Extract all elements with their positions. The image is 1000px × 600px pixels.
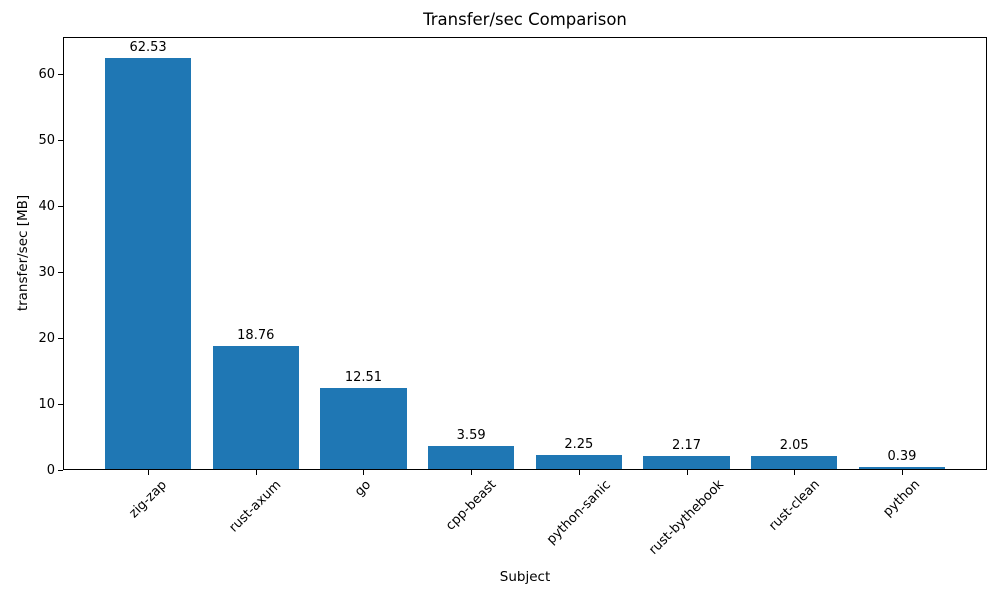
y-tick-mark xyxy=(58,338,63,340)
x-axis-label: Subject xyxy=(499,569,551,585)
chart-title: Transfer/sec Comparison xyxy=(423,10,627,29)
bar-rust-bythebook xyxy=(643,455,730,470)
x-tick-mark xyxy=(471,470,473,475)
bar-value-label: 12.51 xyxy=(344,369,383,385)
y-tick-label: 10 xyxy=(38,396,55,412)
y-tick-mark xyxy=(58,272,63,274)
bar-value-label: 3.59 xyxy=(456,428,486,444)
y-tick-mark xyxy=(58,140,63,142)
y-tick-mark xyxy=(58,74,63,76)
x-tick-label-rust-axum: rust-axum xyxy=(226,477,285,536)
x-tick-label-rust-clean: rust-clean xyxy=(765,477,823,534)
y-tick-label: 30 xyxy=(38,264,55,280)
bar-value-label: 18.76 xyxy=(237,328,275,344)
y-tick-mark xyxy=(58,206,63,208)
y-axis-label: transfer/sec [MB] xyxy=(14,194,31,312)
bar-value-label: 2.17 xyxy=(672,437,702,453)
bar-python-sanic xyxy=(535,455,622,470)
bar-python xyxy=(858,467,945,470)
y-tick-label: 50 xyxy=(38,132,55,148)
bar-zig-zap xyxy=(105,57,192,470)
x-tick-mark xyxy=(255,470,257,475)
bar-cpp-beast xyxy=(428,446,515,470)
bar-rust-axum xyxy=(212,346,299,470)
x-tick-mark xyxy=(686,470,688,475)
bar-go xyxy=(320,387,407,470)
y-tick-mark xyxy=(58,404,63,406)
x-tick-mark xyxy=(363,470,365,475)
x-tick-label-zig-zap: zig-zap xyxy=(126,477,170,521)
x-tick-label-python-sanic: python-sanic xyxy=(543,477,614,548)
bar-rust-clean xyxy=(751,456,838,470)
x-tick-label-go: go xyxy=(352,477,375,500)
bar-value-label: 0.39 xyxy=(887,449,917,465)
bar-value-label: 2.25 xyxy=(564,437,594,453)
y-tick-label: 20 xyxy=(38,330,55,346)
x-tick-mark xyxy=(578,470,580,475)
x-tick-label-cpp-beast: cpp-beast xyxy=(443,477,500,534)
y-tick-label: 60 xyxy=(38,66,55,82)
x-tick-mark xyxy=(148,470,150,475)
x-tick-mark xyxy=(794,470,796,475)
x-tick-label-rust-bythebook: rust-bythebook xyxy=(646,477,727,558)
y-tick-label: 0 xyxy=(46,462,55,478)
bar-value-label: 2.05 xyxy=(779,438,809,454)
y-tick-label: 40 xyxy=(38,198,55,214)
x-tick-mark xyxy=(901,470,903,475)
bar-value-label: 62.53 xyxy=(129,39,167,55)
x-tick-label-python: python xyxy=(880,477,924,521)
y-tick-mark xyxy=(58,470,63,471)
